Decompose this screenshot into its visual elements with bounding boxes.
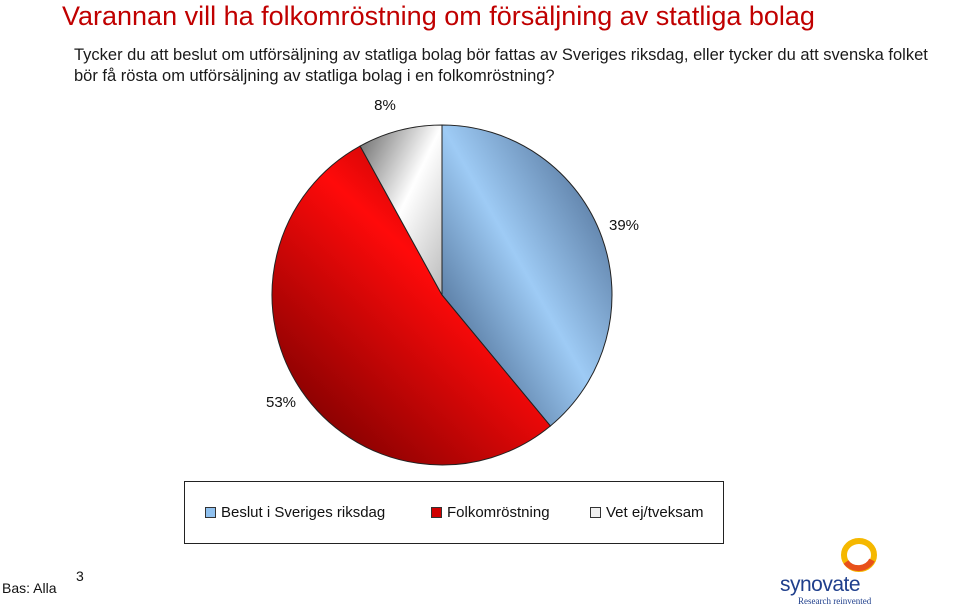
- legend-item-vet-ej: Vet ej/tveksam: [590, 504, 704, 521]
- page-number: 3: [76, 568, 84, 584]
- synovate-logo: synovate Research reinvented: [776, 533, 886, 607]
- logo-tagline: Research reinvented: [798, 596, 872, 606]
- legend-swatch-vet-ej: [590, 507, 601, 518]
- survey-question: Tycker du att beslut om utförsäljning av…: [74, 46, 928, 85]
- slice-riksdag: [441, 124, 613, 427]
- legend-item-folkomrostning: Folkomröstning: [431, 504, 550, 521]
- legend-swatch-riksdag: [205, 507, 216, 518]
- legend-label-riksdag: Beslut i Sveriges riksdag: [221, 504, 386, 521]
- slice-label-1: 39%: [609, 217, 639, 234]
- slice-label-3: 8%: [374, 97, 396, 114]
- slice-label-2: 53%: [266, 394, 296, 411]
- logo-wordmark: synovate: [780, 573, 861, 596]
- chart-title: Varannan vill ha folkomröstning om försä…: [62, 1, 815, 31]
- slice-vet-ej: [359, 124, 443, 296]
- chart-legend: Beslut i Sveriges riksdag Folkomröstning…: [184, 481, 724, 544]
- legend-item-riksdag: Beslut i Sveriges riksdag: [205, 504, 385, 521]
- logo-ring-icon: [841, 538, 877, 572]
- base-label: Bas: Alla: [2, 580, 57, 596]
- legend-label-vet-ej: Vet ej/tveksam: [606, 504, 704, 521]
- legend-swatch-folkomrostning: [431, 507, 442, 518]
- legend-label-folkomrostning: Folkomröstning: [447, 504, 550, 521]
- slice-folkomrostning: [271, 145, 552, 466]
